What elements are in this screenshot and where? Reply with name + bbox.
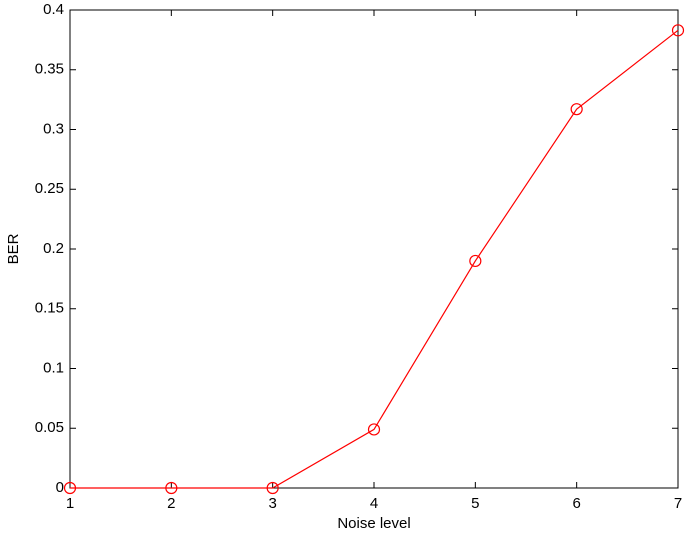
y-tick-label: 0.25 (35, 180, 64, 197)
x-tick-label: 7 (674, 495, 682, 512)
y-tick-label: 0.15 (35, 300, 64, 317)
data-point (367, 423, 381, 436)
y-tick-label: 0.35 (35, 61, 64, 78)
x-tick-label: 1 (66, 495, 74, 512)
data-point (469, 254, 482, 268)
y-tick-label: 0.4 (43, 1, 64, 18)
data-point (570, 103, 583, 116)
y-tick-label: 0 (56, 479, 64, 496)
x-tick-label: 3 (268, 495, 276, 512)
x-tick-label: 2 (167, 495, 175, 512)
x-tick-label: 4 (370, 495, 378, 512)
data-point (671, 24, 685, 37)
data-point (63, 481, 77, 495)
x-tick-label: 6 (572, 495, 580, 512)
y-tick-label: 0.05 (35, 419, 64, 436)
x-axis-label: Noise level (337, 515, 410, 532)
y-tick-label: 0.3 (43, 120, 64, 137)
data-point (165, 481, 178, 495)
data-line (70, 29, 679, 489)
x-tick-label: 5 (471, 495, 479, 512)
data-point (266, 481, 279, 495)
y-tick-label: 0.1 (43, 359, 64, 376)
y-axis-label: BER (5, 233, 22, 264)
y-tick-label: 0.2 (43, 240, 64, 257)
plot-frame (69, 9, 679, 489)
